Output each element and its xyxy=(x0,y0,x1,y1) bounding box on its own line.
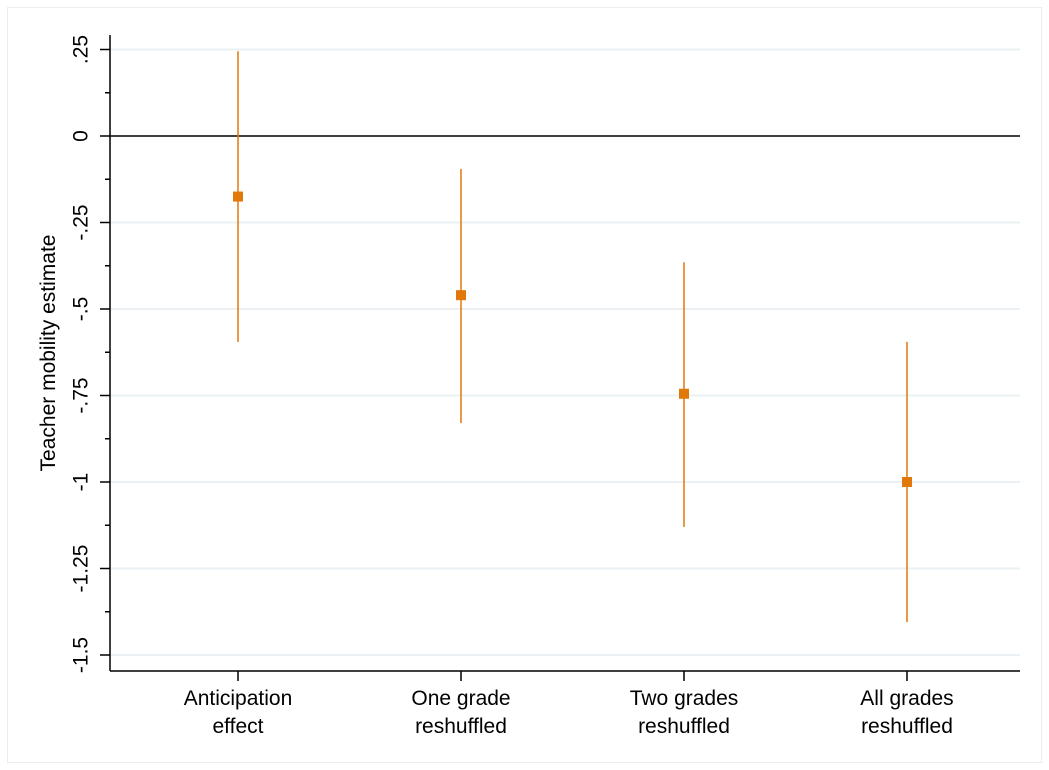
x-tick-label-line2: reshuffled xyxy=(638,715,730,738)
x-tick-label-line1: Two grades xyxy=(630,687,739,710)
y-tick-label: -1 xyxy=(69,473,92,492)
x-tick-label-line2: reshuffled xyxy=(415,715,507,738)
chart-frame xyxy=(7,7,1042,763)
x-tick-label-line1: One grade xyxy=(411,687,510,710)
y-tick-label: .25 xyxy=(69,35,92,64)
y-tick-label: -.75 xyxy=(69,377,92,413)
point-estimate xyxy=(456,290,466,301)
axes-layer: .25 0 -.25 -.5 -.75 -1 -1.25 -1.5 Anticipation ef… xyxy=(69,35,1020,738)
point-estimate xyxy=(902,477,912,487)
x-tick-label-line2: reshuffled xyxy=(861,715,953,738)
y-tick-label: -.5 xyxy=(69,297,92,322)
y-tick-label: -1.25 xyxy=(69,545,92,593)
y-tick-label: -1.5 xyxy=(69,637,92,673)
point-estimate xyxy=(679,388,689,399)
x-tick-label-line1: All grades xyxy=(860,687,953,710)
y-axis-title: Teacher mobility estimate xyxy=(37,235,60,472)
point-estimate xyxy=(233,191,243,202)
y-tick-label: -.25 xyxy=(69,204,92,240)
marks-layer xyxy=(233,51,912,623)
x-tick-label-line2: effect xyxy=(213,715,264,738)
grid-layer xyxy=(110,48,1020,656)
y-tick-label: 0 xyxy=(69,130,92,142)
x-tick-label-line1: Anticipation xyxy=(184,687,293,710)
